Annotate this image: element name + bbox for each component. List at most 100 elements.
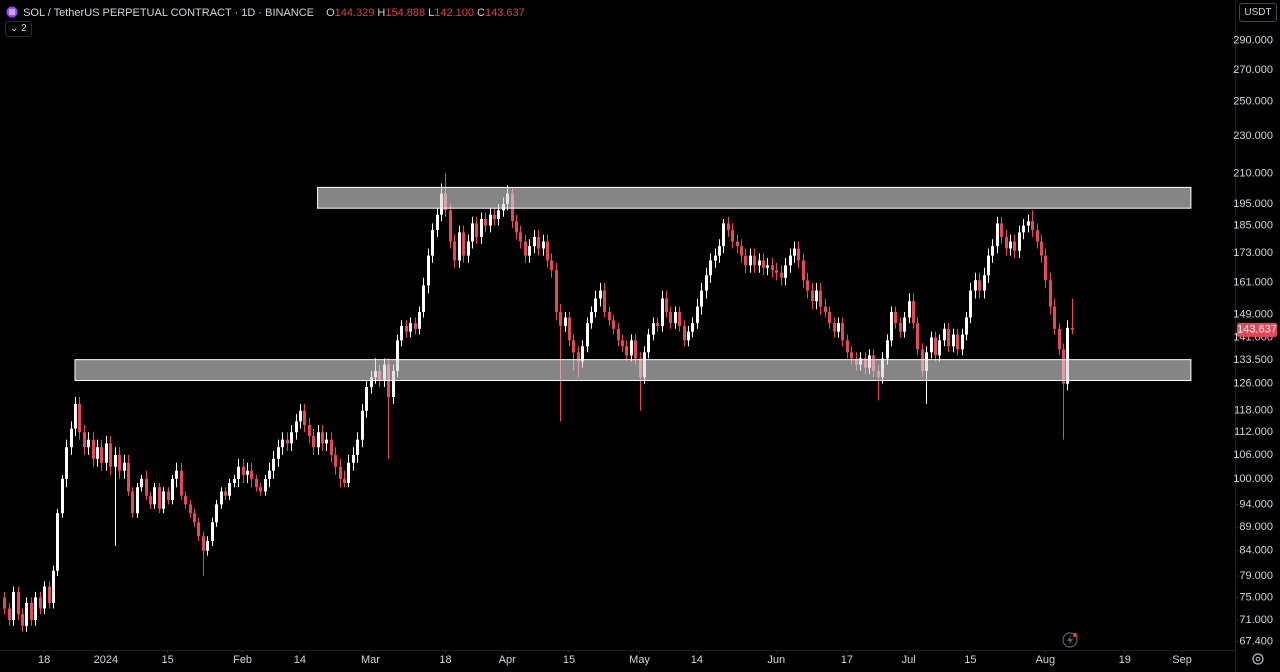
axes: 290.000 270.000 250.000 230.000 210.000 195.0… <box>38 34 1277 666</box>
candle-body <box>938 340 941 356</box>
ohlc-key: H <box>377 7 386 19</box>
candle-body <box>308 424 311 436</box>
candle-body <box>1071 327 1074 330</box>
candle-body <box>661 298 664 326</box>
candle-body <box>828 311 831 324</box>
symbol-logo-lines <box>9 9 15 15</box>
candle-body <box>665 298 668 312</box>
candle-body <box>3 597 6 609</box>
x-tick-label: 14 <box>691 654 703 666</box>
candle-body <box>303 410 306 425</box>
candle-body <box>1058 328 1061 350</box>
candle-body <box>617 328 620 341</box>
candle-body <box>630 340 633 356</box>
candle-body <box>427 255 430 286</box>
alert-circle <box>1062 632 1078 648</box>
candle-body <box>974 280 977 291</box>
candle-body <box>961 334 964 350</box>
candle-body <box>414 323 417 329</box>
candle-body <box>1013 241 1016 251</box>
candle-body <box>422 285 425 312</box>
candle-body <box>281 439 284 448</box>
candle-body <box>546 241 549 261</box>
candle-body <box>149 495 152 505</box>
indicators-toggle[interactable]: ⌄ 2 <box>5 21 32 37</box>
candle-body <box>290 432 293 444</box>
candle-body <box>109 443 112 467</box>
candle-body <box>815 290 818 302</box>
y-tick-label: 67.400 <box>1239 635 1273 647</box>
candle-body <box>1000 223 1003 237</box>
candle-body <box>894 311 897 324</box>
candle-body <box>471 223 474 242</box>
candle-body <box>330 439 333 455</box>
candle-body <box>347 462 350 484</box>
zone <box>74 359 1192 382</box>
candle-body <box>250 470 253 479</box>
candle-body <box>462 232 465 256</box>
candle-body <box>12 591 15 620</box>
candle-body <box>370 377 373 388</box>
y-tick-label: 210.000 <box>1233 167 1273 179</box>
candle-body <box>312 435 315 448</box>
candle-body <box>272 458 275 471</box>
candle-body <box>145 478 148 496</box>
x-tick-label: 2024 <box>94 654 118 666</box>
candle-body <box>572 340 575 353</box>
x-tick-label: Feb <box>233 654 252 666</box>
candle-body <box>74 403 77 429</box>
candle-body <box>899 323 902 332</box>
candle-body <box>321 432 324 444</box>
candle-body <box>458 232 461 261</box>
y-tick-label: 290.000 <box>1233 34 1273 46</box>
y-tick-label: 84.000 <box>1239 545 1273 557</box>
candle-body <box>409 323 412 332</box>
candle-body <box>493 214 496 219</box>
candle-body <box>700 290 703 307</box>
candle-body <box>802 260 805 281</box>
candle-body <box>48 586 51 603</box>
candle-body <box>991 246 994 256</box>
ohlc-key: O <box>326 7 335 19</box>
candle-body <box>127 462 130 492</box>
y-tick-label: 79.000 <box>1239 570 1273 582</box>
candle-body <box>564 317 567 326</box>
y-tick-label: 149.000 <box>1233 309 1273 321</box>
currency-button[interactable]: USDT <box>1239 3 1277 22</box>
settings-gear[interactable] <box>1252 653 1264 665</box>
y-tick-label: 118.000 <box>1234 405 1273 417</box>
candle-body <box>903 317 906 332</box>
candle-body <box>136 487 139 514</box>
candle-body <box>1022 225 1025 233</box>
symbol-title: SOL / TetherUS PERPETUAL CONTRACT · 1D ·… <box>23 7 315 19</box>
candle-body <box>431 230 434 256</box>
candle-body <box>586 323 589 347</box>
candle-body <box>740 246 743 256</box>
candle-body <box>718 246 721 256</box>
candle-body <box>8 608 11 620</box>
candle-body <box>850 352 853 359</box>
candle-body <box>983 275 986 291</box>
candle-body <box>475 223 478 237</box>
zone <box>317 186 1192 209</box>
candle-body <box>286 439 289 444</box>
candle-body <box>400 325 403 341</box>
candle-body <box>405 325 408 332</box>
candle-body <box>317 432 320 448</box>
candle-body <box>1018 232 1021 251</box>
candle-body <box>555 270 558 312</box>
candle-body <box>727 223 730 231</box>
zones <box>74 186 1192 382</box>
alert-bolt <box>1067 635 1073 645</box>
candle-body <box>811 290 814 302</box>
candle-body <box>246 470 249 475</box>
candle-body <box>758 260 761 266</box>
settings-icon[interactable] <box>1252 653 1264 665</box>
candle-body <box>916 323 919 350</box>
y-tick-label: 161.000 <box>1233 277 1273 289</box>
y-tick-label: 94.000 <box>1239 498 1273 510</box>
x-tick-label: 17 <box>841 654 853 666</box>
candle-body <box>678 311 681 326</box>
candle-body <box>819 290 822 307</box>
